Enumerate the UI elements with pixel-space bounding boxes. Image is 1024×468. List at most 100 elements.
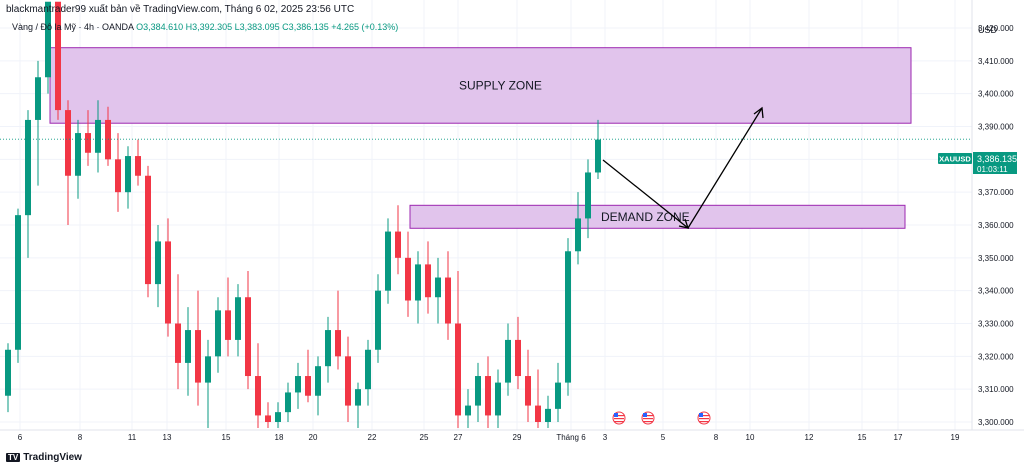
candle[interactable] <box>25 110 31 258</box>
candle[interactable] <box>475 362 481 422</box>
candle[interactable] <box>515 316 521 390</box>
candle[interactable] <box>155 225 161 308</box>
candle[interactable] <box>85 110 91 166</box>
candle[interactable] <box>55 1 61 120</box>
candle[interactable] <box>355 382 361 428</box>
price-tick-label: 3,340.000 <box>978 287 1014 296</box>
candle[interactable] <box>525 349 531 422</box>
time-tick-label: 25 <box>420 433 429 442</box>
candle[interactable] <box>285 382 291 422</box>
arrow-head-up <box>753 106 764 119</box>
candle[interactable] <box>175 274 181 390</box>
candle[interactable] <box>365 339 371 406</box>
candle[interactable] <box>75 119 81 199</box>
candle[interactable] <box>325 316 331 383</box>
candle[interactable] <box>495 369 501 428</box>
candle[interactable] <box>395 205 401 275</box>
candle[interactable] <box>195 290 201 406</box>
candle-body <box>335 330 341 357</box>
candle-body <box>515 339 521 377</box>
time-tick-label: 27 <box>454 433 463 442</box>
time-tick-label: 19 <box>951 433 960 442</box>
candle[interactable] <box>535 369 541 428</box>
candle[interactable] <box>455 270 461 428</box>
time-tick-label: 3 <box>603 433 608 442</box>
zones-layer <box>49 47 912 229</box>
candle[interactable] <box>565 238 571 396</box>
candle[interactable] <box>435 257 441 324</box>
currency-label[interactable]: USD <box>978 25 998 35</box>
candle-body <box>505 339 511 383</box>
candle[interactable] <box>95 100 101 173</box>
time-axis[interactable]: 6 8 11 13 15 18 20 22 25 27 29 Tháng 6 3 5 8 10 12 15 17 19 <box>18 433 960 442</box>
candle[interactable] <box>575 192 581 265</box>
candle[interactable] <box>275 402 281 428</box>
candle[interactable] <box>555 362 561 422</box>
candle[interactable] <box>255 343 261 428</box>
candle[interactable] <box>375 274 381 363</box>
time-tick-label: 8 <box>78 433 83 442</box>
candle-body <box>345 356 351 406</box>
supply-zone[interactable] <box>49 47 912 124</box>
candle-body <box>585 172 591 219</box>
candle[interactable] <box>65 100 71 225</box>
candle-body <box>525 376 531 406</box>
candle[interactable] <box>185 307 191 396</box>
candle[interactable] <box>235 284 241 357</box>
candle[interactable] <box>215 297 221 373</box>
candle-body <box>565 251 571 383</box>
candle[interactable] <box>465 389 471 428</box>
price-tick-label: 3,410.000 <box>978 57 1014 66</box>
candle[interactable] <box>595 119 601 180</box>
candle[interactable] <box>145 165 151 298</box>
candle[interactable] <box>165 218 171 337</box>
candle[interactable] <box>425 241 431 314</box>
time-tick-label: 11 <box>128 433 137 442</box>
candle-body <box>375 290 381 350</box>
candle[interactable] <box>405 231 411 317</box>
candle[interactable] <box>35 60 41 186</box>
time-tick-label: 18 <box>275 433 284 442</box>
candle[interactable] <box>245 270 251 390</box>
candle[interactable] <box>305 349 311 403</box>
tradingview-logo[interactable]: TV TradingView <box>6 452 82 463</box>
current-price-label: 3,386.135 <box>977 154 1017 164</box>
candle[interactable] <box>15 208 21 363</box>
candle[interactable] <box>135 139 141 186</box>
candle[interactable] <box>445 251 451 340</box>
price-tick-label: 3,330.000 <box>978 320 1014 329</box>
candle[interactable] <box>485 356 491 428</box>
candle[interactable] <box>205 339 211 428</box>
time-tick-label: 6 <box>18 433 23 442</box>
us-flag-icon[interactable] <box>697 411 711 425</box>
demand-zone[interactable] <box>409 204 906 229</box>
candle[interactable] <box>585 159 591 239</box>
symbol-name[interactable]: Vàng / Đô la Mỹ · 4h · OANDA <box>12 22 134 32</box>
candle[interactable] <box>225 277 231 357</box>
us-flag-icon[interactable] <box>612 411 626 425</box>
candle[interactable] <box>345 336 351 422</box>
us-flag-icon[interactable] <box>641 411 655 425</box>
candle[interactable] <box>505 323 511 396</box>
candle[interactable] <box>545 395 551 428</box>
candle[interactable] <box>295 362 301 409</box>
price-tag[interactable]: XAUUSD 3,386.135 01:03:11 <box>938 152 1017 174</box>
candle-body <box>295 376 301 393</box>
candle-body <box>5 349 11 396</box>
candle[interactable] <box>385 218 391 304</box>
candle[interactable] <box>45 1 51 94</box>
candle[interactable] <box>125 146 131 209</box>
event-markers <box>612 411 711 425</box>
candle[interactable] <box>315 356 321 416</box>
candle-body <box>535 405 541 422</box>
candle[interactable] <box>265 402 271 428</box>
candle[interactable] <box>415 251 421 324</box>
projection-arrows <box>602 106 764 229</box>
candle[interactable] <box>115 133 121 212</box>
candle-body <box>305 376 311 396</box>
candle-body <box>155 241 161 285</box>
candle[interactable] <box>105 106 111 166</box>
candle[interactable] <box>5 343 11 413</box>
candle[interactable] <box>335 290 341 370</box>
